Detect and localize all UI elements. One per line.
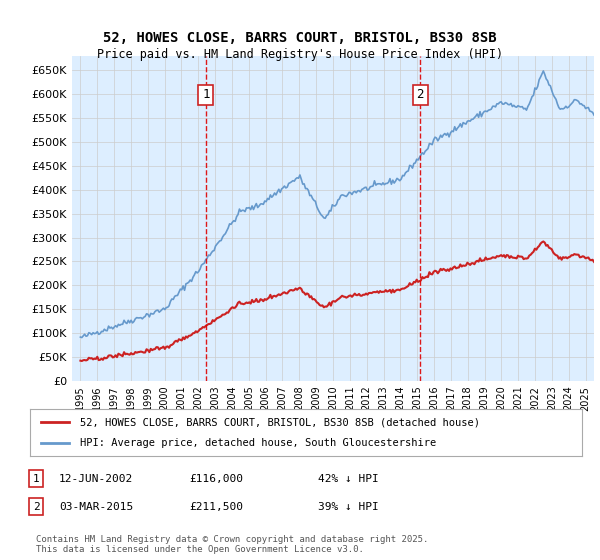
Text: 52, HOWES CLOSE, BARRS COURT, BRISTOL, BS30 8SB (detached house): 52, HOWES CLOSE, BARRS COURT, BRISTOL, B… <box>80 417 479 427</box>
Text: HPI: Average price, detached house, South Gloucestershire: HPI: Average price, detached house, Sout… <box>80 438 436 448</box>
Text: 1: 1 <box>202 88 209 101</box>
Text: £211,500: £211,500 <box>189 502 243 512</box>
Text: 2: 2 <box>416 88 424 101</box>
Text: Contains HM Land Registry data © Crown copyright and database right 2025.
This d: Contains HM Land Registry data © Crown c… <box>36 535 428 554</box>
Text: 12-JUN-2002: 12-JUN-2002 <box>59 474 133 484</box>
Text: 2: 2 <box>32 502 40 512</box>
Text: 52, HOWES CLOSE, BARRS COURT, BRISTOL, BS30 8SB: 52, HOWES CLOSE, BARRS COURT, BRISTOL, B… <box>103 31 497 45</box>
Text: 03-MAR-2015: 03-MAR-2015 <box>59 502 133 512</box>
Text: 1: 1 <box>32 474 40 484</box>
Text: £116,000: £116,000 <box>189 474 243 484</box>
Text: 39% ↓ HPI: 39% ↓ HPI <box>317 502 379 512</box>
Text: Price paid vs. HM Land Registry's House Price Index (HPI): Price paid vs. HM Land Registry's House … <box>97 48 503 60</box>
Text: 42% ↓ HPI: 42% ↓ HPI <box>317 474 379 484</box>
